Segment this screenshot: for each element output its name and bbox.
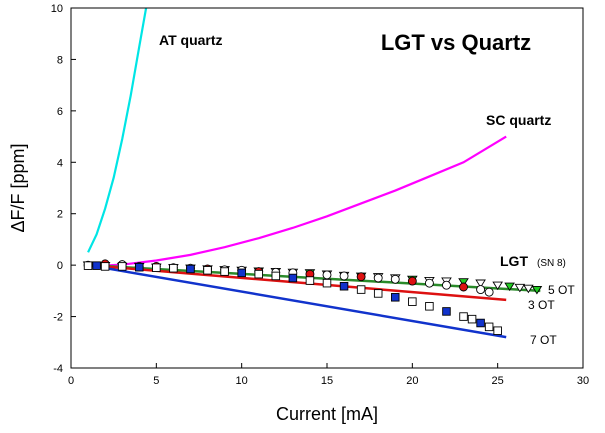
- series-7-ot-point: [493, 326, 502, 335]
- series-7-ot-point: [203, 266, 212, 275]
- annotation-sc-quartz: SC quartz: [486, 112, 551, 128]
- series-7-ot-point: [288, 273, 298, 283]
- series-3-ot-point: [424, 278, 434, 288]
- series-7-ot-fit-line: [87, 263, 507, 339]
- plot-frame: [70, 7, 584, 369]
- chart-title: LGT vs Quartz: [381, 30, 531, 55]
- series-7-ot-point: [373, 289, 383, 298]
- series-5-ot-point: [514, 283, 526, 293]
- series-7-ot-point: [467, 314, 477, 324]
- series-at-quartz-line: [87, 8, 148, 253]
- annotation-lgt-sn: (SN 8): [537, 258, 566, 269]
- series-7-ot-point: [254, 269, 263, 279]
- plot-area: [82, 8, 543, 339]
- x-tick-label: 15: [321, 375, 333, 387]
- series-3-ot-point: [322, 270, 332, 280]
- series-7-ot-point: [271, 271, 281, 281]
- annotation-lgt: LGT: [500, 253, 528, 269]
- series-7-ot-point: [305, 276, 315, 285]
- series-7-ot-point: [169, 263, 178, 273]
- y-tick-label: 2: [57, 209, 63, 221]
- series-7-ot-point: [391, 293, 400, 302]
- y-axis-title: ΔF/F [ppm]: [8, 143, 28, 232]
- annotation-at-quartz: AT quartz: [159, 32, 223, 48]
- series-7-ot-point: [408, 297, 417, 306]
- series-5-ot-point: [531, 285, 543, 295]
- y-tick-label: -2: [53, 312, 63, 324]
- series-7-ot-point: [117, 262, 127, 271]
- series-3-ot-point: [356, 272, 366, 282]
- series-3-ot-point: [484, 287, 494, 297]
- series-7-ot-point: [220, 267, 229, 276]
- y-tick-label: 8: [57, 54, 63, 66]
- series-7-ot-point: [135, 262, 144, 272]
- series-sc-quartz-line: [88, 135, 507, 268]
- y-tick-label: -4: [53, 363, 63, 375]
- series-7-ot-point: [152, 263, 161, 272]
- y-tick-label: 0: [57, 260, 63, 272]
- series-7-ot-point: [442, 307, 451, 316]
- annotation-3-ot: 3 OT: [528, 298, 555, 312]
- annotation-7-ot: 7 OT: [530, 333, 557, 347]
- series-3-ot-point: [459, 282, 468, 292]
- x-axis-title: Current [mA]: [276, 404, 378, 424]
- series-7-ot-point: [476, 318, 485, 328]
- series-7-ot-point: [237, 268, 246, 278]
- series-7-ot-point: [484, 322, 494, 332]
- y-tick-label: 6: [57, 106, 63, 118]
- series-7-ot-point: [356, 285, 366, 294]
- series-5-ot-point: [458, 278, 469, 287]
- series-5-ot-point: [475, 279, 486, 289]
- x-tick-label: 20: [406, 375, 418, 387]
- series-3-ot-point: [442, 280, 451, 290]
- series-7-ot-point: [92, 261, 101, 270]
- series-7-ot-point: [339, 281, 349, 291]
- series-7-ot-point: [100, 262, 110, 271]
- series-7-ot-point: [186, 264, 195, 274]
- series-7-ot-point: [83, 261, 93, 270]
- y-tick-label: 10: [51, 3, 63, 15]
- x-tick-label: 10: [236, 375, 248, 387]
- series-5-ot-point: [504, 282, 515, 292]
- axis-ticks: 0 5 10 15 20 25 30 -4 -2 0 2 4 6 8 10: [51, 3, 589, 387]
- series-3-ot-point: [476, 285, 486, 295]
- series-7-ot-point: [425, 302, 434, 311]
- series-3-ot-point: [407, 276, 417, 286]
- x-tick-label: 5: [153, 375, 159, 387]
- x-tick-label: 30: [577, 375, 589, 387]
- series-7-ot-point: [322, 278, 332, 288]
- series-5-ot-point: [492, 281, 503, 291]
- series-7-ot-point: [459, 312, 468, 321]
- annotation-5-ot: 5 OT: [548, 283, 575, 297]
- x-tick-label: 0: [68, 375, 74, 387]
- x-tick-label: 25: [492, 375, 504, 387]
- series-3-ot-point: [373, 273, 383, 283]
- series-5-ot-point: [523, 284, 534, 294]
- series-3-ot-point: [339, 271, 349, 281]
- y-tick-label: 4: [57, 157, 63, 169]
- series-3-ot-point: [390, 274, 400, 284]
